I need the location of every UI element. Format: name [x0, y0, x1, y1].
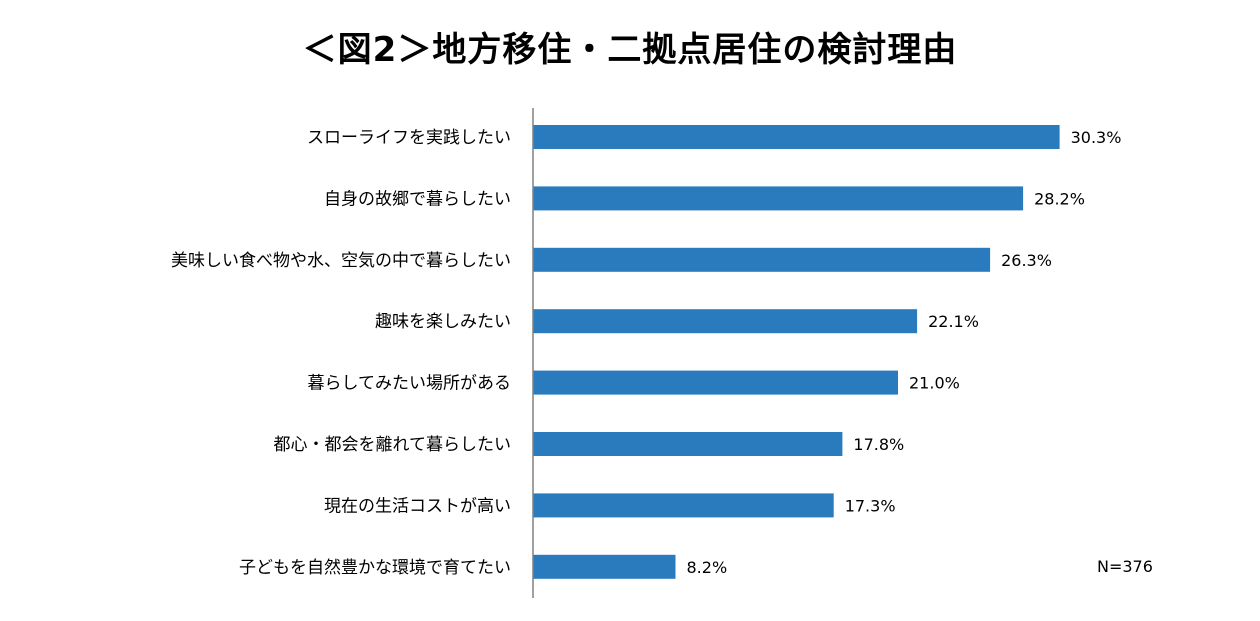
bar — [533, 125, 1060, 149]
value-label: 30.3% — [1071, 128, 1122, 147]
value-label: 17.8% — [853, 435, 904, 454]
category-label: 趣味を楽しみたい — [375, 312, 511, 332]
category-label: 現在の生活コストが高い — [324, 496, 511, 516]
category-label: 暮らしてみたい場所がある — [308, 374, 512, 394]
bar — [533, 186, 1024, 211]
category-label: 都心・都会を離れて暮らしたい — [274, 435, 512, 455]
value-label: 26.3% — [1001, 251, 1052, 270]
value-label: 21.0% — [909, 374, 960, 393]
sample-size-note: N=376 — [1097, 557, 1153, 576]
bar — [533, 370, 898, 395]
category-label: スローライフを実践したい — [307, 128, 511, 148]
value-label: 8.2% — [687, 558, 728, 577]
bar — [533, 247, 991, 272]
category-label: 美味しい食べ物や水、空気の中で暮らしたい — [171, 251, 511, 271]
bars-group: スローライフを実践したい 30.3% 自身の故郷で暮らしたい 28.2% 美味しい食べ物… — [171, 125, 1121, 579]
bar — [533, 554, 676, 579]
chart-title: ＜図2＞地方移住・二拠点居住の検討理由 — [302, 30, 958, 70]
value-label: 22.1% — [928, 312, 979, 331]
bar — [533, 432, 843, 456]
value-label: 28.2% — [1034, 189, 1085, 208]
category-label: 子どもを自然豊かな環境で育てたい — [239, 558, 511, 578]
value-label: 17.3% — [845, 496, 896, 515]
bar — [533, 309, 918, 334]
bar — [533, 493, 834, 518]
category-label: 自身の故郷で暮らしたい — [324, 189, 511, 209]
